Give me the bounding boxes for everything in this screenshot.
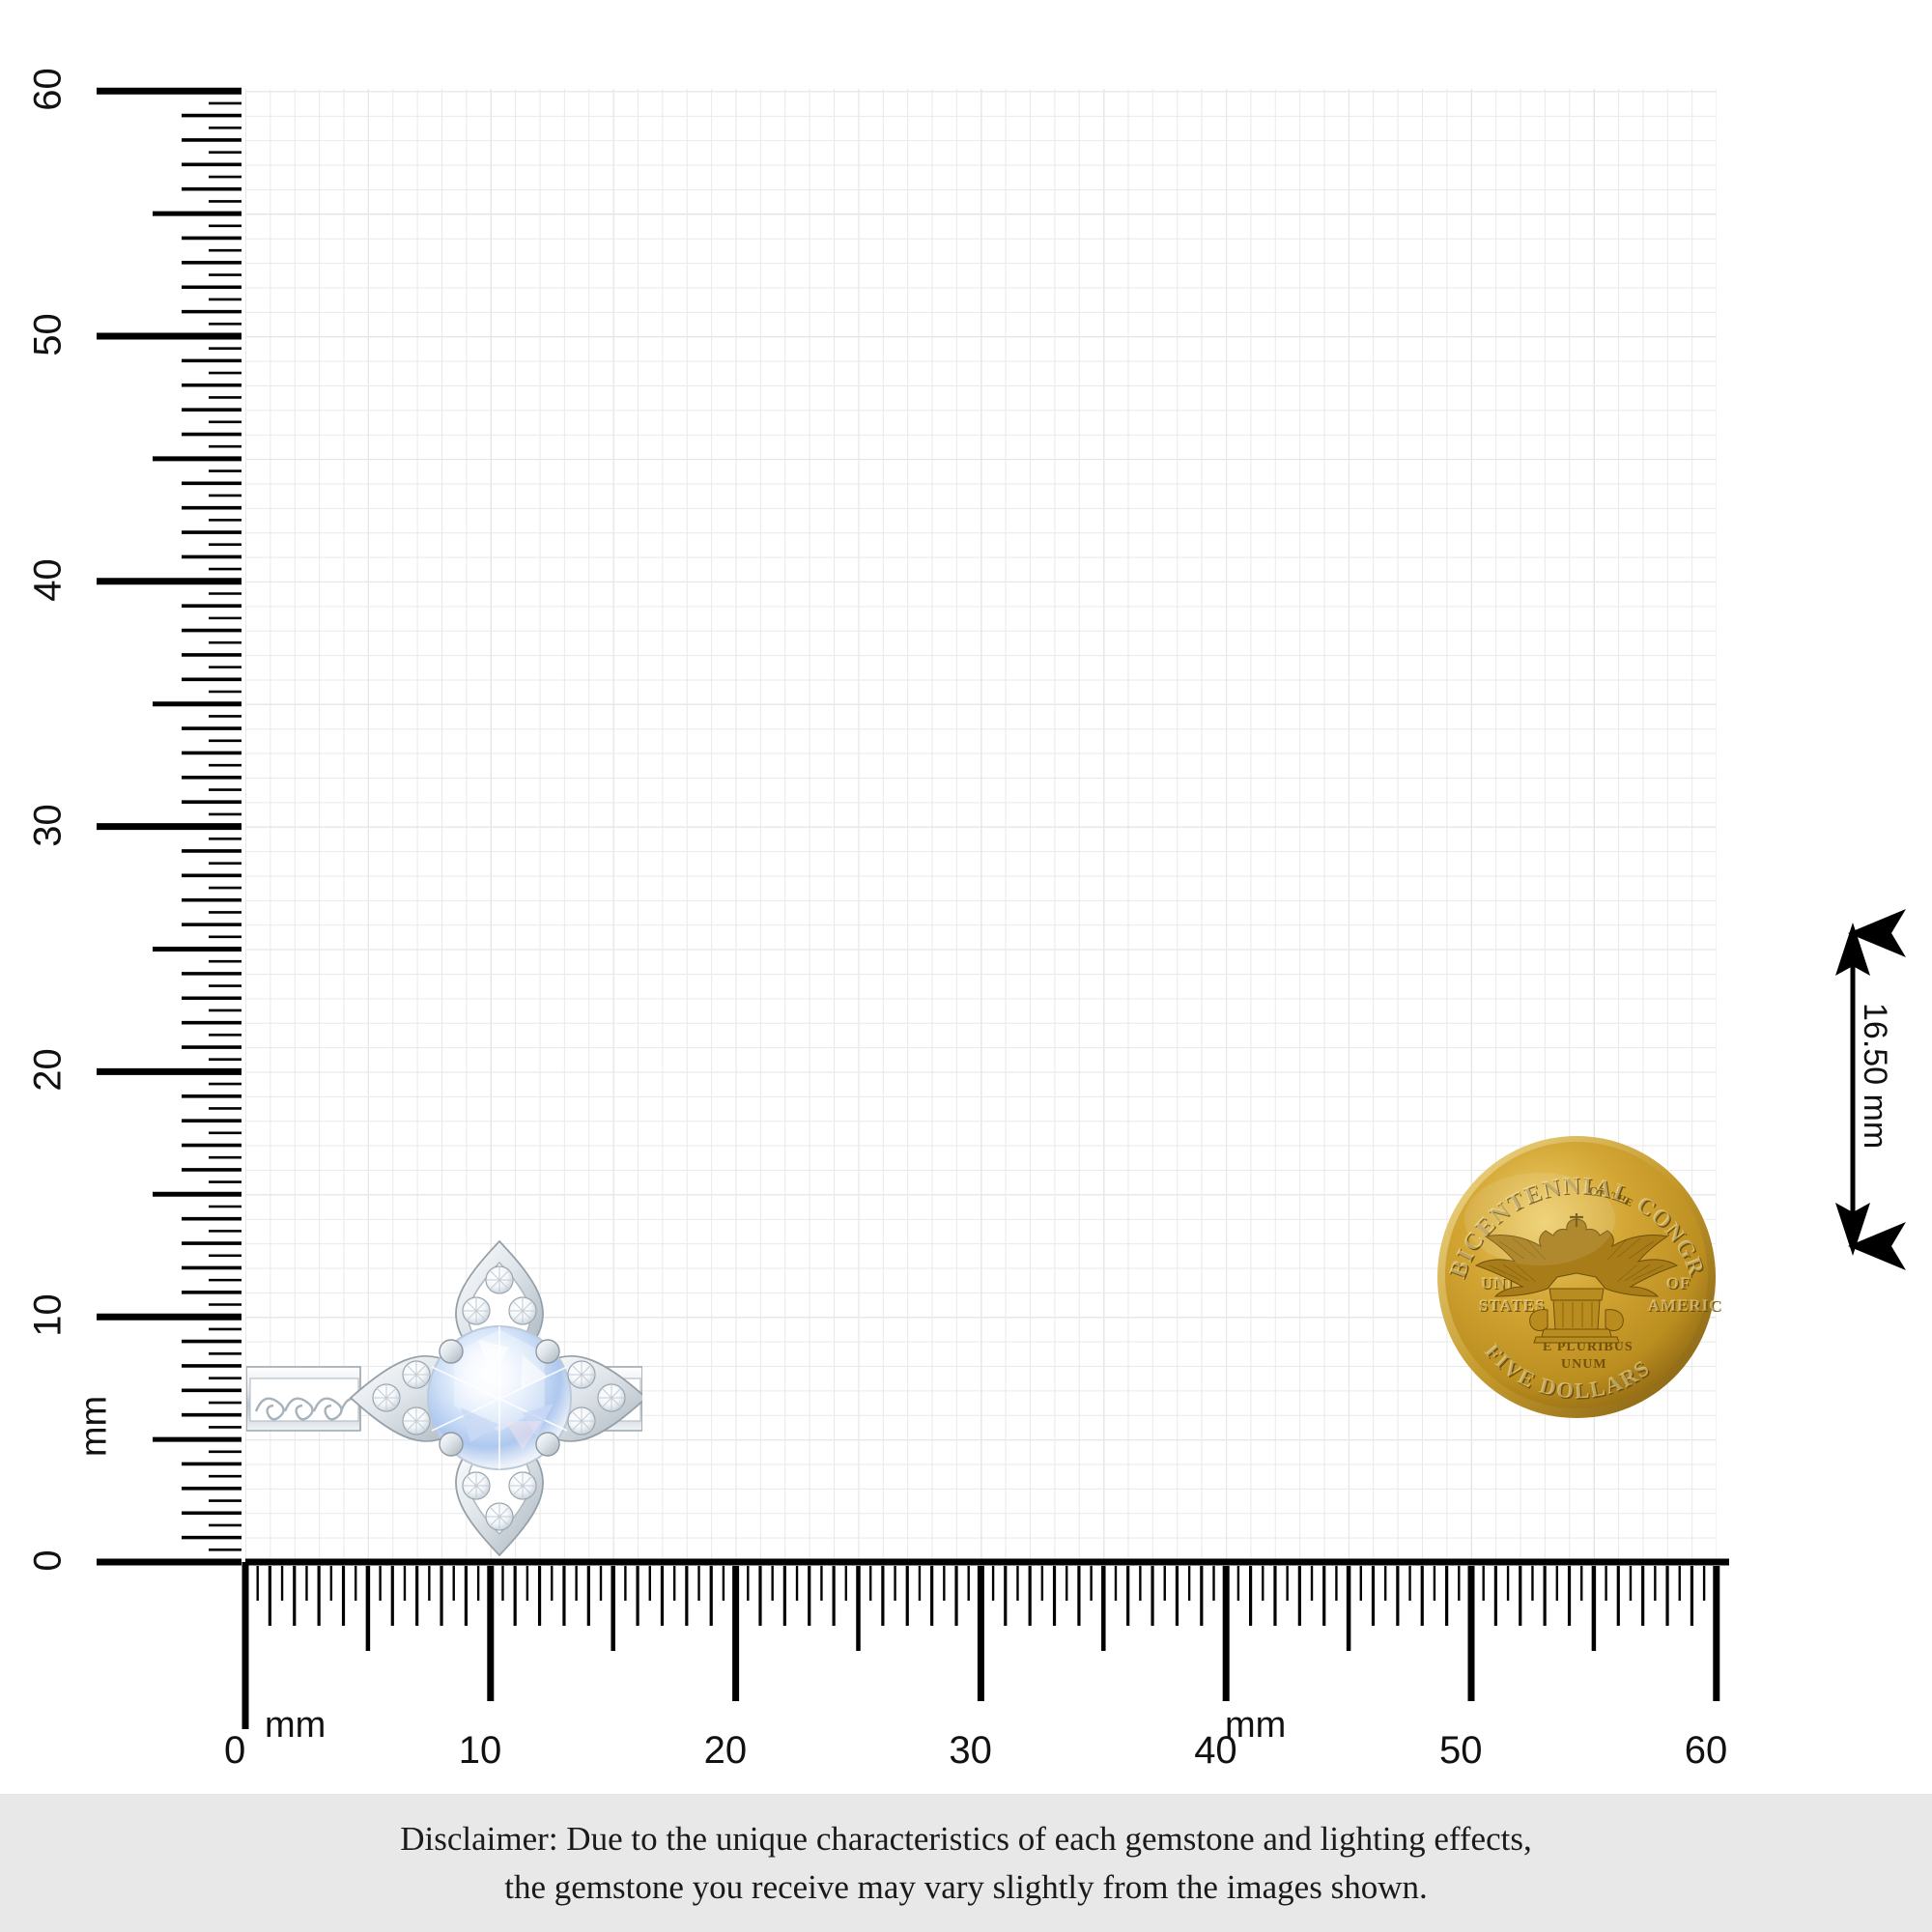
left-ruler-unit-label: mm xyxy=(73,1395,115,1458)
disclaimer-banner: Disclaimer: Due to the unique characteri… xyxy=(0,1794,1932,1932)
svg-text:E PLURIBUS: E PLURIBUS xyxy=(1543,1340,1634,1354)
left-tick-60: 60 xyxy=(26,68,70,111)
ring-image xyxy=(245,1232,648,1565)
bottom-tick-40: 40 xyxy=(1194,1729,1237,1772)
svg-text:AMERICA: AMERICA xyxy=(1649,1297,1721,1316)
bottom-tick-30: 30 xyxy=(949,1729,992,1772)
svg-text:UNUM: UNUM xyxy=(1561,1357,1607,1372)
left-tick-30: 30 xyxy=(26,803,70,847)
left-tick-40: 40 xyxy=(26,558,70,602)
bottom-tick-50: 50 xyxy=(1439,1729,1483,1772)
coin-image: BICENTENNIAL OF THE CONGRESS FIVE DOLLAR… xyxy=(1422,1110,1735,1420)
svg-text:AMERICA: AMERICA xyxy=(1648,1296,1721,1315)
coin-diameter-label: 16.50 mm xyxy=(1857,1003,1893,1150)
bottom-ruler-unit-label-right: mm xyxy=(1225,1705,1287,1746)
bottom-tick-60: 60 xyxy=(1684,1729,1728,1772)
bottom-tick-0: 0 xyxy=(224,1729,246,1772)
left-tick-20: 20 xyxy=(26,1048,70,1093)
left-tick-50: 50 xyxy=(26,313,70,356)
svg-text:OF: OF xyxy=(1667,1275,1692,1293)
left-tick-10: 10 xyxy=(26,1293,70,1337)
svg-text:OF: OF xyxy=(1666,1274,1691,1293)
bottom-ruler-unit-label-left: mm xyxy=(265,1705,327,1746)
svg-text:OF: OF xyxy=(1588,1183,1608,1201)
disclaimer-line-2: the gemstone you receive may vary slight… xyxy=(504,1867,1428,1906)
bottom-tick-10: 10 xyxy=(458,1729,502,1772)
left-tick-0: 0 xyxy=(26,1549,70,1572)
svg-text:STATES: STATES xyxy=(1479,1296,1546,1315)
bottom-tick-20: 20 xyxy=(703,1729,748,1772)
svg-text:STATES: STATES xyxy=(1480,1297,1547,1316)
disclaimer-line-1: Disclaimer: Due to the unique characteri… xyxy=(400,1819,1532,1858)
